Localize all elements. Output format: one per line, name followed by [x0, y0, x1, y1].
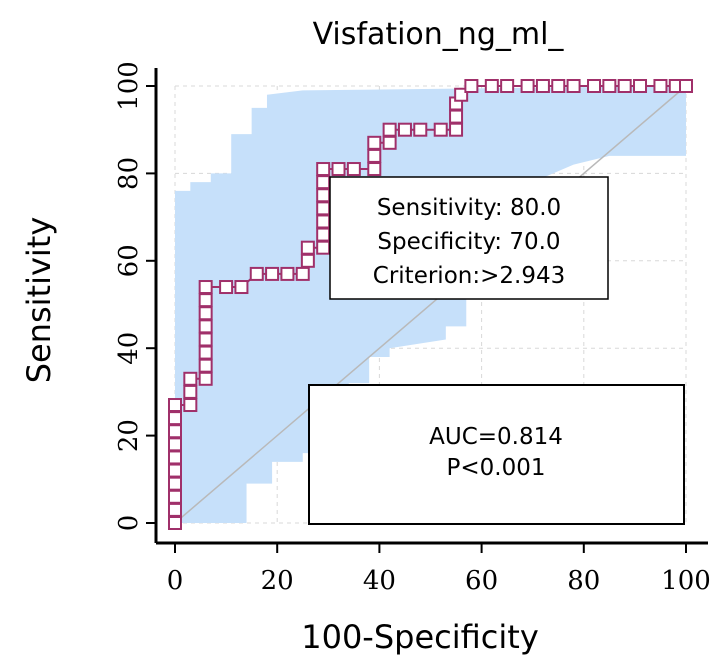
roc-point	[198, 371, 213, 386]
roc-point	[300, 253, 315, 268]
roc-point	[382, 122, 397, 137]
roc-point	[535, 79, 550, 93]
roc-point	[566, 79, 581, 93]
roc-point	[433, 122, 448, 137]
roc-point	[316, 214, 331, 229]
roc-point	[183, 398, 198, 413]
roc-point	[183, 371, 198, 386]
roc-point	[168, 463, 182, 478]
roc-point	[168, 424, 182, 439]
reference-diagonal	[174, 85, 687, 524]
roc-point	[249, 266, 264, 281]
roc-point	[397, 122, 412, 137]
roc-point	[382, 135, 397, 150]
roc-point	[198, 345, 213, 360]
cutoff-specificity: Specificity: 70.0	[377, 229, 560, 255]
roc-markers	[168, 79, 693, 530]
x-tick-label: 40	[363, 566, 396, 596]
roc-point	[316, 227, 331, 242]
roc-point	[454, 87, 469, 102]
cutoff-box	[329, 176, 609, 300]
y-tick-label: 100	[114, 61, 144, 111]
roc-point	[316, 201, 331, 216]
roc-point	[367, 135, 382, 150]
roc-point	[587, 79, 602, 93]
roc-point	[316, 175, 331, 190]
auc-value: AUC=0.814	[429, 424, 563, 450]
roc-point	[449, 122, 464, 137]
y-tick-label: 80	[114, 157, 144, 190]
roc-point	[316, 188, 331, 203]
roc-point	[520, 79, 535, 93]
roc-point	[500, 79, 515, 93]
roc-point	[168, 489, 182, 504]
x-axis-label: 100-Specificity	[301, 618, 539, 656]
roc-point	[168, 437, 182, 452]
diagonal-line	[174, 85, 687, 524]
roc-point	[280, 266, 295, 281]
x-tick-label: 80	[567, 566, 600, 596]
roc-point	[413, 122, 428, 137]
roc-point	[295, 266, 310, 281]
y-tick-label: 60	[114, 244, 144, 277]
roc-point	[168, 516, 182, 530]
roc-point	[219, 280, 234, 295]
roc-point	[316, 162, 331, 177]
roc-point	[679, 79, 693, 93]
roc-point	[168, 502, 182, 517]
roc-point	[198, 306, 213, 321]
roc-point	[198, 332, 213, 347]
roc-point	[331, 162, 346, 177]
roc-point	[617, 79, 632, 93]
roc-point	[168, 476, 182, 491]
x-tick-label: 100	[661, 566, 711, 596]
x-tick-label: 60	[465, 566, 498, 596]
cutoff-annotation: Sensitivity: 80.0 Specificity: 70.0 Crit…	[329, 176, 609, 300]
roc-point	[198, 293, 213, 308]
roc-point	[464, 79, 479, 93]
roc-point	[484, 79, 499, 93]
auc-annotation: AUC=0.814 P<0.001	[308, 384, 685, 525]
roc-point	[168, 398, 182, 413]
roc-point	[183, 384, 198, 399]
roc-point	[198, 358, 213, 373]
cutoff-criterion: Criterion:>2.943	[373, 263, 565, 289]
x-tick-label: 0	[167, 566, 184, 596]
y-tick-label: 20	[114, 419, 144, 452]
y-tick-label: 40	[114, 332, 144, 365]
y-tick-label: 0	[114, 515, 144, 532]
roc-point	[234, 280, 249, 295]
roc-point	[367, 148, 382, 163]
roc-point	[602, 79, 617, 93]
roc-point	[198, 319, 213, 334]
roc-point	[551, 79, 566, 93]
roc-point	[346, 162, 361, 177]
roc-point	[168, 450, 182, 465]
roc-point	[198, 280, 213, 295]
roc-point	[316, 240, 331, 255]
roc-point	[633, 79, 648, 93]
roc-point	[367, 162, 382, 177]
roc-point	[653, 79, 668, 93]
y-axis-label: Sensitivity	[20, 217, 58, 384]
roc-point	[168, 411, 182, 426]
axis-ticks: 0 20 40 60 80 100 0 20 40 60 80 100	[114, 61, 711, 596]
cutoff-sensitivity: Sensitivity: 80.0	[377, 195, 561, 221]
roc-point	[265, 266, 280, 281]
roc-point	[449, 109, 464, 124]
roc-point	[300, 240, 315, 255]
chart-title: Visfation_ng_ml_	[313, 17, 565, 52]
x-tick-label: 20	[261, 566, 294, 596]
auc-p-value: P<0.001	[447, 455, 546, 481]
auc-box	[308, 384, 685, 525]
